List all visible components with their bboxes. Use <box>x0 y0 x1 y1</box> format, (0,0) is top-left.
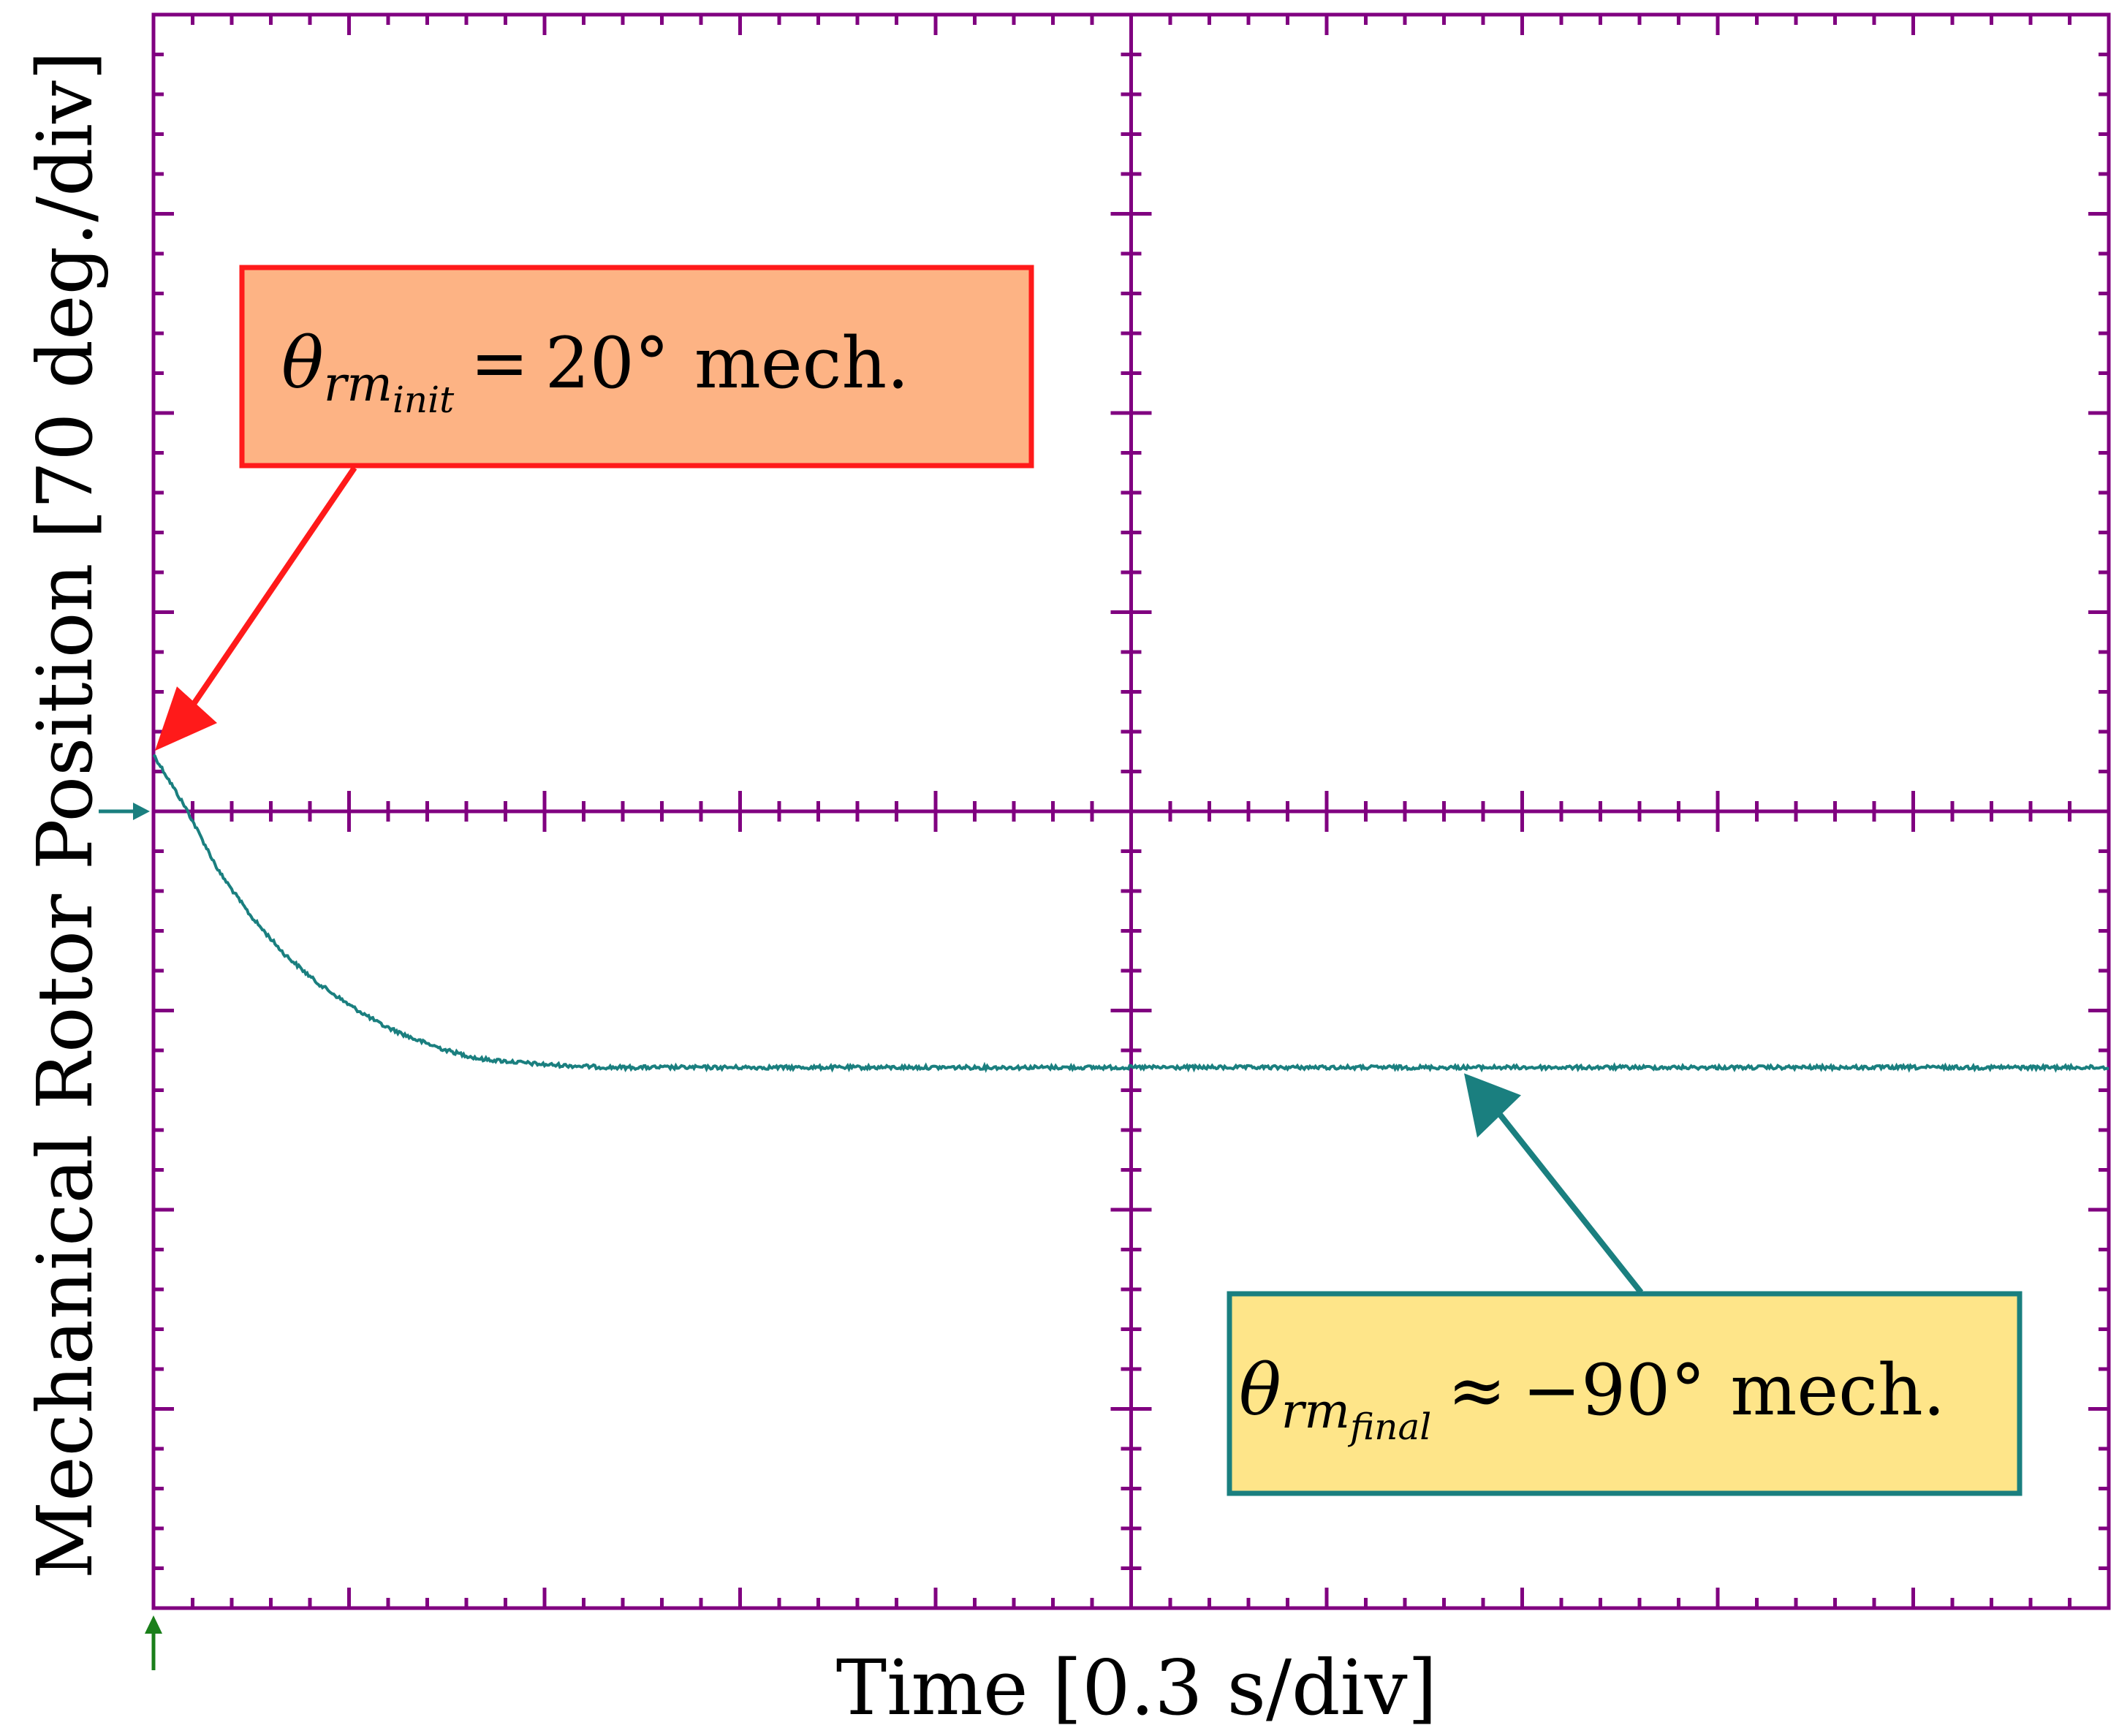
annotation-init-label: θrminit = 20° mech. <box>281 322 909 421</box>
annotation-final-box <box>1227 1291 2023 1496</box>
annotation-init-value: 20° <box>545 322 670 404</box>
annotation-final-relation: ≈ <box>1447 1349 1506 1431</box>
annotation-init-subsub: init <box>393 379 455 421</box>
x-axis-label: Time [0.3 s/div] <box>836 1643 1437 1732</box>
annotation-final-sub: rm <box>1281 1383 1350 1439</box>
annotation-init-sub: rm <box>324 356 393 412</box>
annotation-final-arrow-shaft <box>1490 1104 1644 1295</box>
y-axis-label: Mechanical Rotor Position [70 deg./div] <box>20 51 110 1580</box>
ground-reference-marker-head <box>133 803 150 820</box>
annotation-init-arrow-shaft <box>181 466 357 720</box>
annotation-final-label: θrmfinal ≈ −90° mech. <box>1239 1349 1945 1448</box>
trigger-marker-head <box>145 1615 162 1634</box>
annotation-final-arrow-head <box>1464 1073 1521 1138</box>
trace-line-0 <box>152 754 2109 1073</box>
annotation-final: θrmfinal ≈ −90° mech. <box>1227 1291 2023 1496</box>
annotation-init-unit: mech. <box>694 322 909 404</box>
annotation-init-arrow-head <box>155 686 217 751</box>
annotation-final-subsub: final <box>1347 1406 1431 1448</box>
annotation-init-relation: = <box>470 322 528 404</box>
trace-layer <box>152 754 2109 1073</box>
annotation-final-theta: θ <box>1239 1349 1281 1431</box>
annotation-arrows <box>99 466 1644 1670</box>
annotation-init-box <box>239 265 1034 469</box>
annotation-final-unit: mech. <box>1730 1349 1945 1431</box>
annotation-init-theta: θ <box>281 322 324 404</box>
annotation-final-value: −90° <box>1523 1349 1706 1431</box>
annotation-init: θrminit = 20° mech. <box>239 265 1034 469</box>
graticule <box>151 12 2111 1610</box>
